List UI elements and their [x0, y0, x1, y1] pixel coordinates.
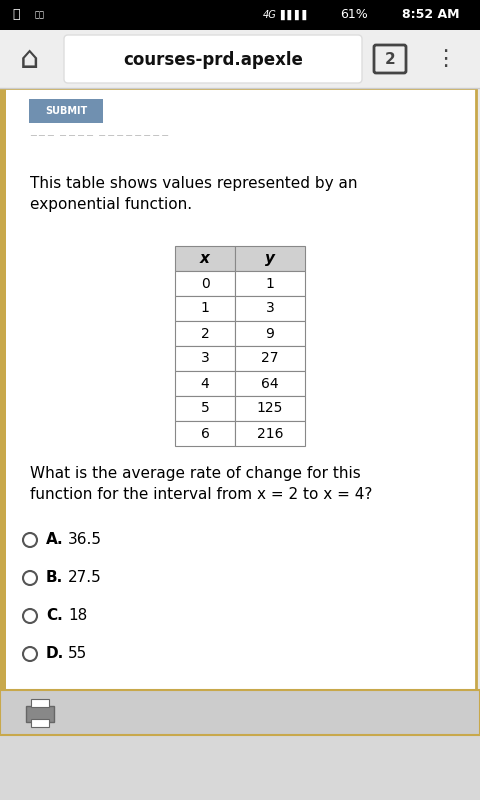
Text: A.: A.	[46, 533, 64, 547]
Text: D.: D.	[46, 646, 64, 662]
Text: 6: 6	[201, 426, 209, 441]
Text: 1: 1	[265, 277, 275, 290]
Text: 5: 5	[201, 402, 209, 415]
Text: 27.5: 27.5	[68, 570, 102, 586]
FancyBboxPatch shape	[29, 99, 103, 123]
Bar	[175, 321, 235, 346]
Bar	[235, 421, 305, 446]
Bar	[175, 271, 235, 296]
Text: 4G: 4G	[263, 10, 277, 20]
Bar	[235, 321, 305, 346]
Text: ⏺⏺: ⏺⏺	[35, 10, 45, 19]
Text: 55: 55	[68, 646, 87, 662]
Text: 61%: 61%	[340, 9, 368, 22]
Text: y: y	[265, 251, 275, 266]
Text: 64: 64	[261, 377, 279, 390]
Text: What is the average rate of change for this
function for the interval from x = 2: What is the average rate of change for t…	[30, 466, 372, 502]
Bar	[175, 246, 235, 271]
Text: 36.5: 36.5	[68, 533, 102, 547]
Bar	[235, 396, 305, 421]
Text: 3: 3	[201, 351, 209, 366]
Bar	[235, 271, 305, 296]
Text: 18: 18	[68, 609, 87, 623]
Text: 216: 216	[257, 426, 283, 441]
Text: ⌂: ⌂	[20, 45, 40, 74]
Text: SUBMIT: SUBMIT	[45, 106, 87, 116]
Bar	[31, 698, 49, 706]
Bar	[175, 421, 235, 446]
Bar	[235, 371, 305, 396]
Text: 9: 9	[265, 326, 275, 341]
Text: ▌▌▌▌: ▌▌▌▌	[280, 10, 310, 20]
Text: 1: 1	[201, 302, 209, 315]
Text: 27: 27	[261, 351, 279, 366]
Bar	[235, 346, 305, 371]
Text: 125: 125	[257, 402, 283, 415]
Text: ⋮: ⋮	[434, 49, 456, 69]
Bar	[0, 88, 476, 690]
Text: 4: 4	[201, 377, 209, 390]
Text: C.: C.	[46, 609, 63, 623]
Bar	[0, 690, 480, 735]
Bar	[0, 30, 480, 88]
Bar	[26, 706, 54, 722]
Text: 8:52 AM: 8:52 AM	[403, 9, 460, 22]
Bar	[175, 371, 235, 396]
Bar	[31, 718, 49, 726]
Text: 3: 3	[265, 302, 275, 315]
Text: B.: B.	[46, 570, 63, 586]
Text: ─ ─ ─  ─ ─ ─ ─  ─ ─ ─ ─ ─ ─ ─ ─: ─ ─ ─ ─ ─ ─ ─ ─ ─ ─ ─ ─ ─ ─ ─	[30, 131, 168, 141]
Text: x: x	[200, 251, 210, 266]
Text: courses-prd.apexle: courses-prd.apexle	[123, 51, 303, 69]
Bar	[0, 735, 480, 800]
FancyBboxPatch shape	[64, 35, 362, 83]
Bar	[1, 88, 6, 690]
Bar	[175, 296, 235, 321]
Text: ⏺: ⏺	[12, 9, 20, 22]
Bar	[175, 346, 235, 371]
Text: 2: 2	[384, 51, 396, 66]
Text: 0: 0	[201, 277, 209, 290]
Bar	[0, 0, 480, 30]
Text: 2: 2	[201, 326, 209, 341]
Bar	[175, 396, 235, 421]
Bar	[235, 246, 305, 271]
Bar	[235, 296, 305, 321]
Text: This table shows values represented by an
exponential function.: This table shows values represented by a…	[30, 176, 358, 212]
